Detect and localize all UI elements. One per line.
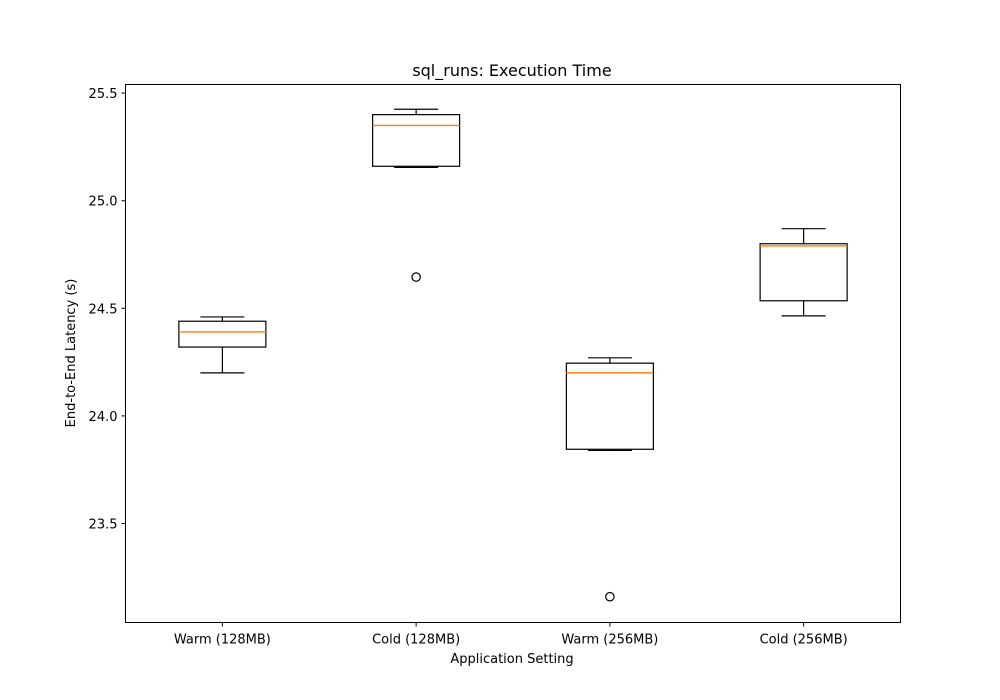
boxes-layer <box>178 108 848 602</box>
box-iqr <box>372 114 461 167</box>
x-tick-label: Warm (128MB) <box>174 633 271 648</box>
y-tick-label: 25.5 <box>89 87 118 102</box>
x-tick-label: Warm (256MB) <box>561 633 658 648</box>
y-tick-label: 24.5 <box>89 302 118 317</box>
y-tick-label: 24.0 <box>89 410 118 425</box>
y-tick-label: 23.5 <box>89 518 118 533</box>
box-group <box>565 357 654 602</box>
plot-area-frame <box>125 84 901 623</box>
chart-title: sql_runs: Execution Time <box>412 61 611 81</box>
box-group <box>372 108 461 282</box>
outlier-point <box>411 272 421 282</box>
y-axis-label: End-to-End Latency (s) <box>64 279 79 428</box>
x-tick-label: Cold (256MB) <box>760 633 848 648</box>
box-iqr <box>178 320 267 348</box>
x-tick-label: Cold (128MB) <box>372 633 460 648</box>
box-group <box>178 316 267 374</box>
box-group <box>759 228 848 317</box>
box-iqr <box>565 362 654 450</box>
x-axis: Warm (128MB) Cold (128MB) Warm (256MB) Cold… <box>174 622 848 648</box>
x-axis-label: Application Setting <box>450 652 573 667</box>
box-iqr <box>759 243 848 302</box>
y-tick-label: 25.0 <box>89 195 118 210</box>
outlier-point <box>605 591 615 602</box>
y-axis: 23.5 24.0 24.5 25.0 25.5 <box>89 87 126 533</box>
